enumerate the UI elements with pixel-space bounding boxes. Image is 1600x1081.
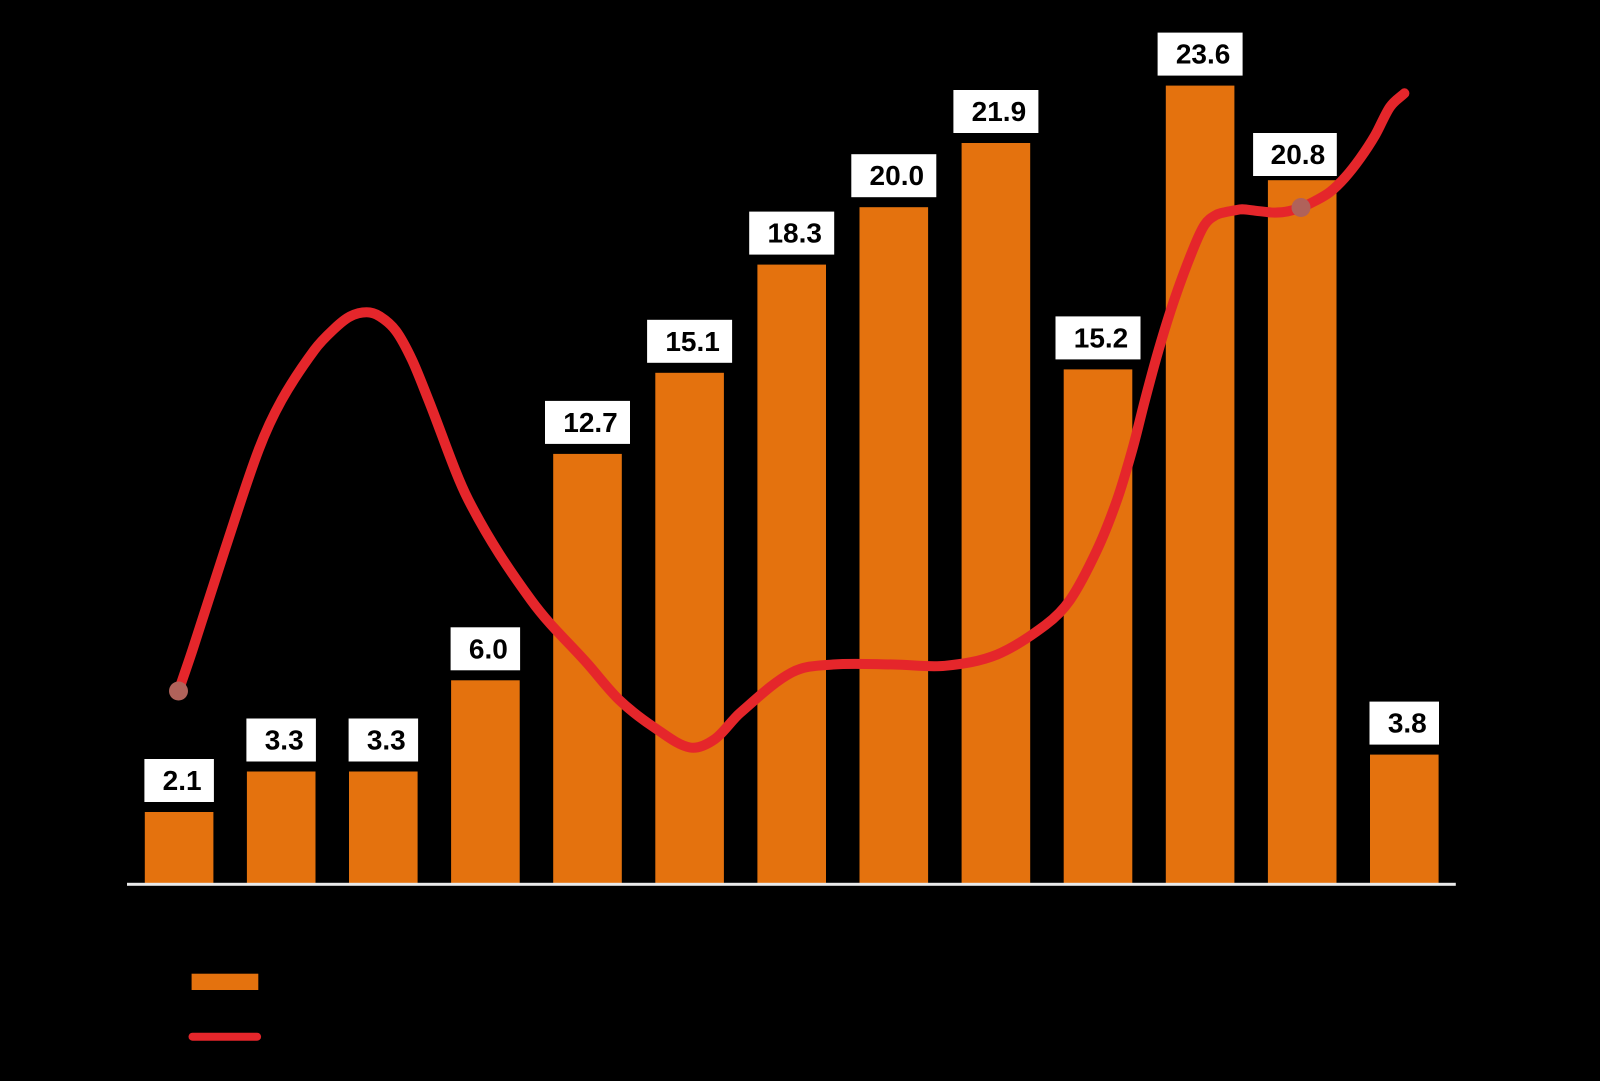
svg-text:6.0: 6.0 <box>469 633 508 664</box>
svg-text:23.6: 23.6 <box>1176 39 1231 70</box>
svg-text:12.7: 12.7 <box>563 407 618 438</box>
svg-text:21.9: 21.9 <box>972 96 1027 127</box>
svg-text:15.1: 15.1 <box>665 326 720 357</box>
svg-text:20.0: 20.0 <box>870 160 925 191</box>
svg-text:3.3: 3.3 <box>265 725 304 756</box>
svg-text:2.1: 2.1 <box>163 765 202 796</box>
svg-text:15.2: 15.2 <box>1074 322 1129 353</box>
svg-text:18.3: 18.3 <box>767 218 822 249</box>
svg-text:20.8: 20.8 <box>1271 139 1326 170</box>
svg-text:3.8: 3.8 <box>1388 708 1427 739</box>
svg-text:3.3: 3.3 <box>367 725 406 756</box>
